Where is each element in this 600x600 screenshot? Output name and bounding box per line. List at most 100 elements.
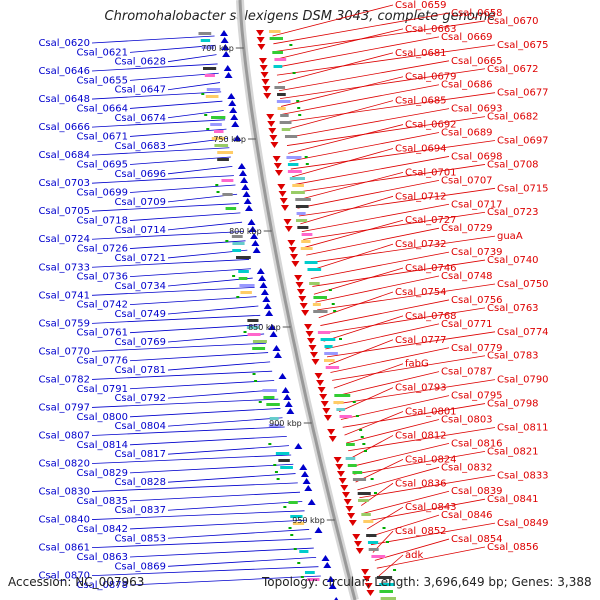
label-connector: [276, 44, 496, 76]
forward-gene-arrow: [233, 135, 242, 141]
forward-gene-arrow: [269, 331, 278, 337]
reverse-gene-arrow: [272, 156, 281, 162]
reverse-gene-arrow: [261, 79, 270, 85]
reverse-gene-arrow: [352, 534, 361, 540]
feature-block: [232, 242, 245, 245]
feature-tick: [298, 114, 302, 116]
label-connector: [91, 454, 292, 464]
label-connector: [317, 283, 496, 311]
feature-block: [287, 170, 302, 173]
forward-gene-arrow: [304, 485, 313, 491]
forward-gene-arrow: [222, 51, 231, 57]
label-connector: [306, 227, 440, 256]
forward-gene-arrow: [251, 240, 260, 246]
gene-label: Csal_0774: [497, 327, 549, 338]
label-connector: [284, 100, 394, 131]
label-connector: [310, 251, 450, 280]
label-connector: [333, 363, 404, 389]
gene-label: Csal_0837: [114, 505, 166, 516]
gene-label: Csal_0828: [114, 477, 166, 488]
gene-label: Csal_0723: [487, 207, 539, 218]
reverse-gene-arrow: [328, 436, 337, 442]
reverse-gene-arrow: [305, 331, 314, 337]
gene-label: Csal_0824: [405, 454, 457, 465]
gene-label: Csal_0669: [441, 32, 493, 43]
feature-block: [333, 401, 344, 404]
reverse-gene-arrow: [341, 492, 350, 498]
label-connector: [167, 389, 277, 399]
reverse-gene-arrow: [340, 485, 349, 491]
feature-block: [232, 249, 242, 252]
label-connector: [309, 243, 394, 272]
reverse-gene-arrow: [260, 72, 269, 78]
feature-block: [268, 424, 282, 427]
reverse-gene-arrow: [284, 226, 293, 232]
label-connector: [167, 54, 217, 63]
feature-block: [320, 338, 336, 341]
gene-label: Csal_0878: [76, 580, 128, 591]
label-connector: [296, 172, 404, 201]
label-connector: [167, 221, 243, 231]
reverse-gene-arrow: [267, 121, 276, 127]
feature-block: [361, 513, 371, 516]
feature-block: [225, 207, 237, 210]
label-connector: [91, 91, 222, 100]
forward-gene-arrow: [220, 37, 229, 43]
feature-block: [297, 226, 309, 229]
feature-block: [290, 515, 303, 518]
feature-block: [269, 37, 283, 40]
feature-block: [231, 235, 243, 238]
label-connector: [313, 267, 404, 295]
feature-block: [239, 284, 255, 287]
forward-gene-arrow: [265, 310, 274, 316]
gene-label: Csal_0781: [114, 365, 166, 376]
label-connector: [290, 140, 496, 170]
scale-label: 800 kbp: [229, 227, 262, 236]
forward-gene-arrow: [283, 394, 292, 400]
gene-label: Csal_0817: [114, 449, 166, 460]
accession-text: Accession: NC_007963: [8, 575, 145, 589]
feature-block: [275, 452, 290, 455]
reverse-gene-arrow: [323, 415, 332, 421]
feature-block: [276, 100, 291, 103]
gene-label: Csal_0685: [395, 96, 447, 107]
label-connector-lines: [91, 4, 496, 586]
label-connector: [363, 490, 450, 514]
feature-tick: [393, 569, 397, 571]
gene-label: Csal_0695: [76, 159, 128, 170]
forward-gene-arrow: [302, 478, 311, 484]
feature-block: [347, 464, 357, 467]
forward-gene-arrow: [231, 121, 240, 127]
reverse-gene-arrow: [338, 478, 347, 484]
gene-label: Csal_0620: [38, 38, 90, 49]
feature-block: [280, 114, 289, 117]
feature-tick: [258, 401, 262, 403]
feature-tick: [252, 373, 256, 375]
label-connector: [167, 361, 271, 371]
feature-block: [309, 282, 320, 285]
forward-gene-arrow: [237, 163, 246, 169]
label-connector: [91, 482, 298, 492]
forward-gene-arrow: [221, 44, 230, 50]
feature-tick: [373, 492, 377, 494]
reverse-gene-arrow: [298, 296, 307, 302]
label-connector: [330, 347, 450, 373]
forward-gene-arrow: [268, 324, 277, 330]
forward-gene-arrow: [229, 107, 238, 113]
feature-block: [252, 340, 267, 343]
scale-label: 950 kbp: [292, 516, 325, 525]
gene-label: Csal_0721: [114, 253, 166, 264]
feature-block: [299, 550, 309, 553]
reverse-gene-arrow: [278, 191, 287, 197]
feature-block: [357, 499, 369, 502]
gene-label: Csal_0739: [451, 247, 503, 258]
label-connector: [274, 20, 486, 53]
feature-tick: [215, 184, 219, 186]
feature-tick: [293, 548, 297, 550]
label-connector: [167, 529, 310, 539]
feature-block: [252, 347, 266, 350]
feature-tick: [206, 128, 210, 130]
gene-label: Csal_0670: [487, 16, 539, 27]
reverse-gene-arrow: [256, 30, 265, 36]
label-connector: [293, 156, 450, 186]
